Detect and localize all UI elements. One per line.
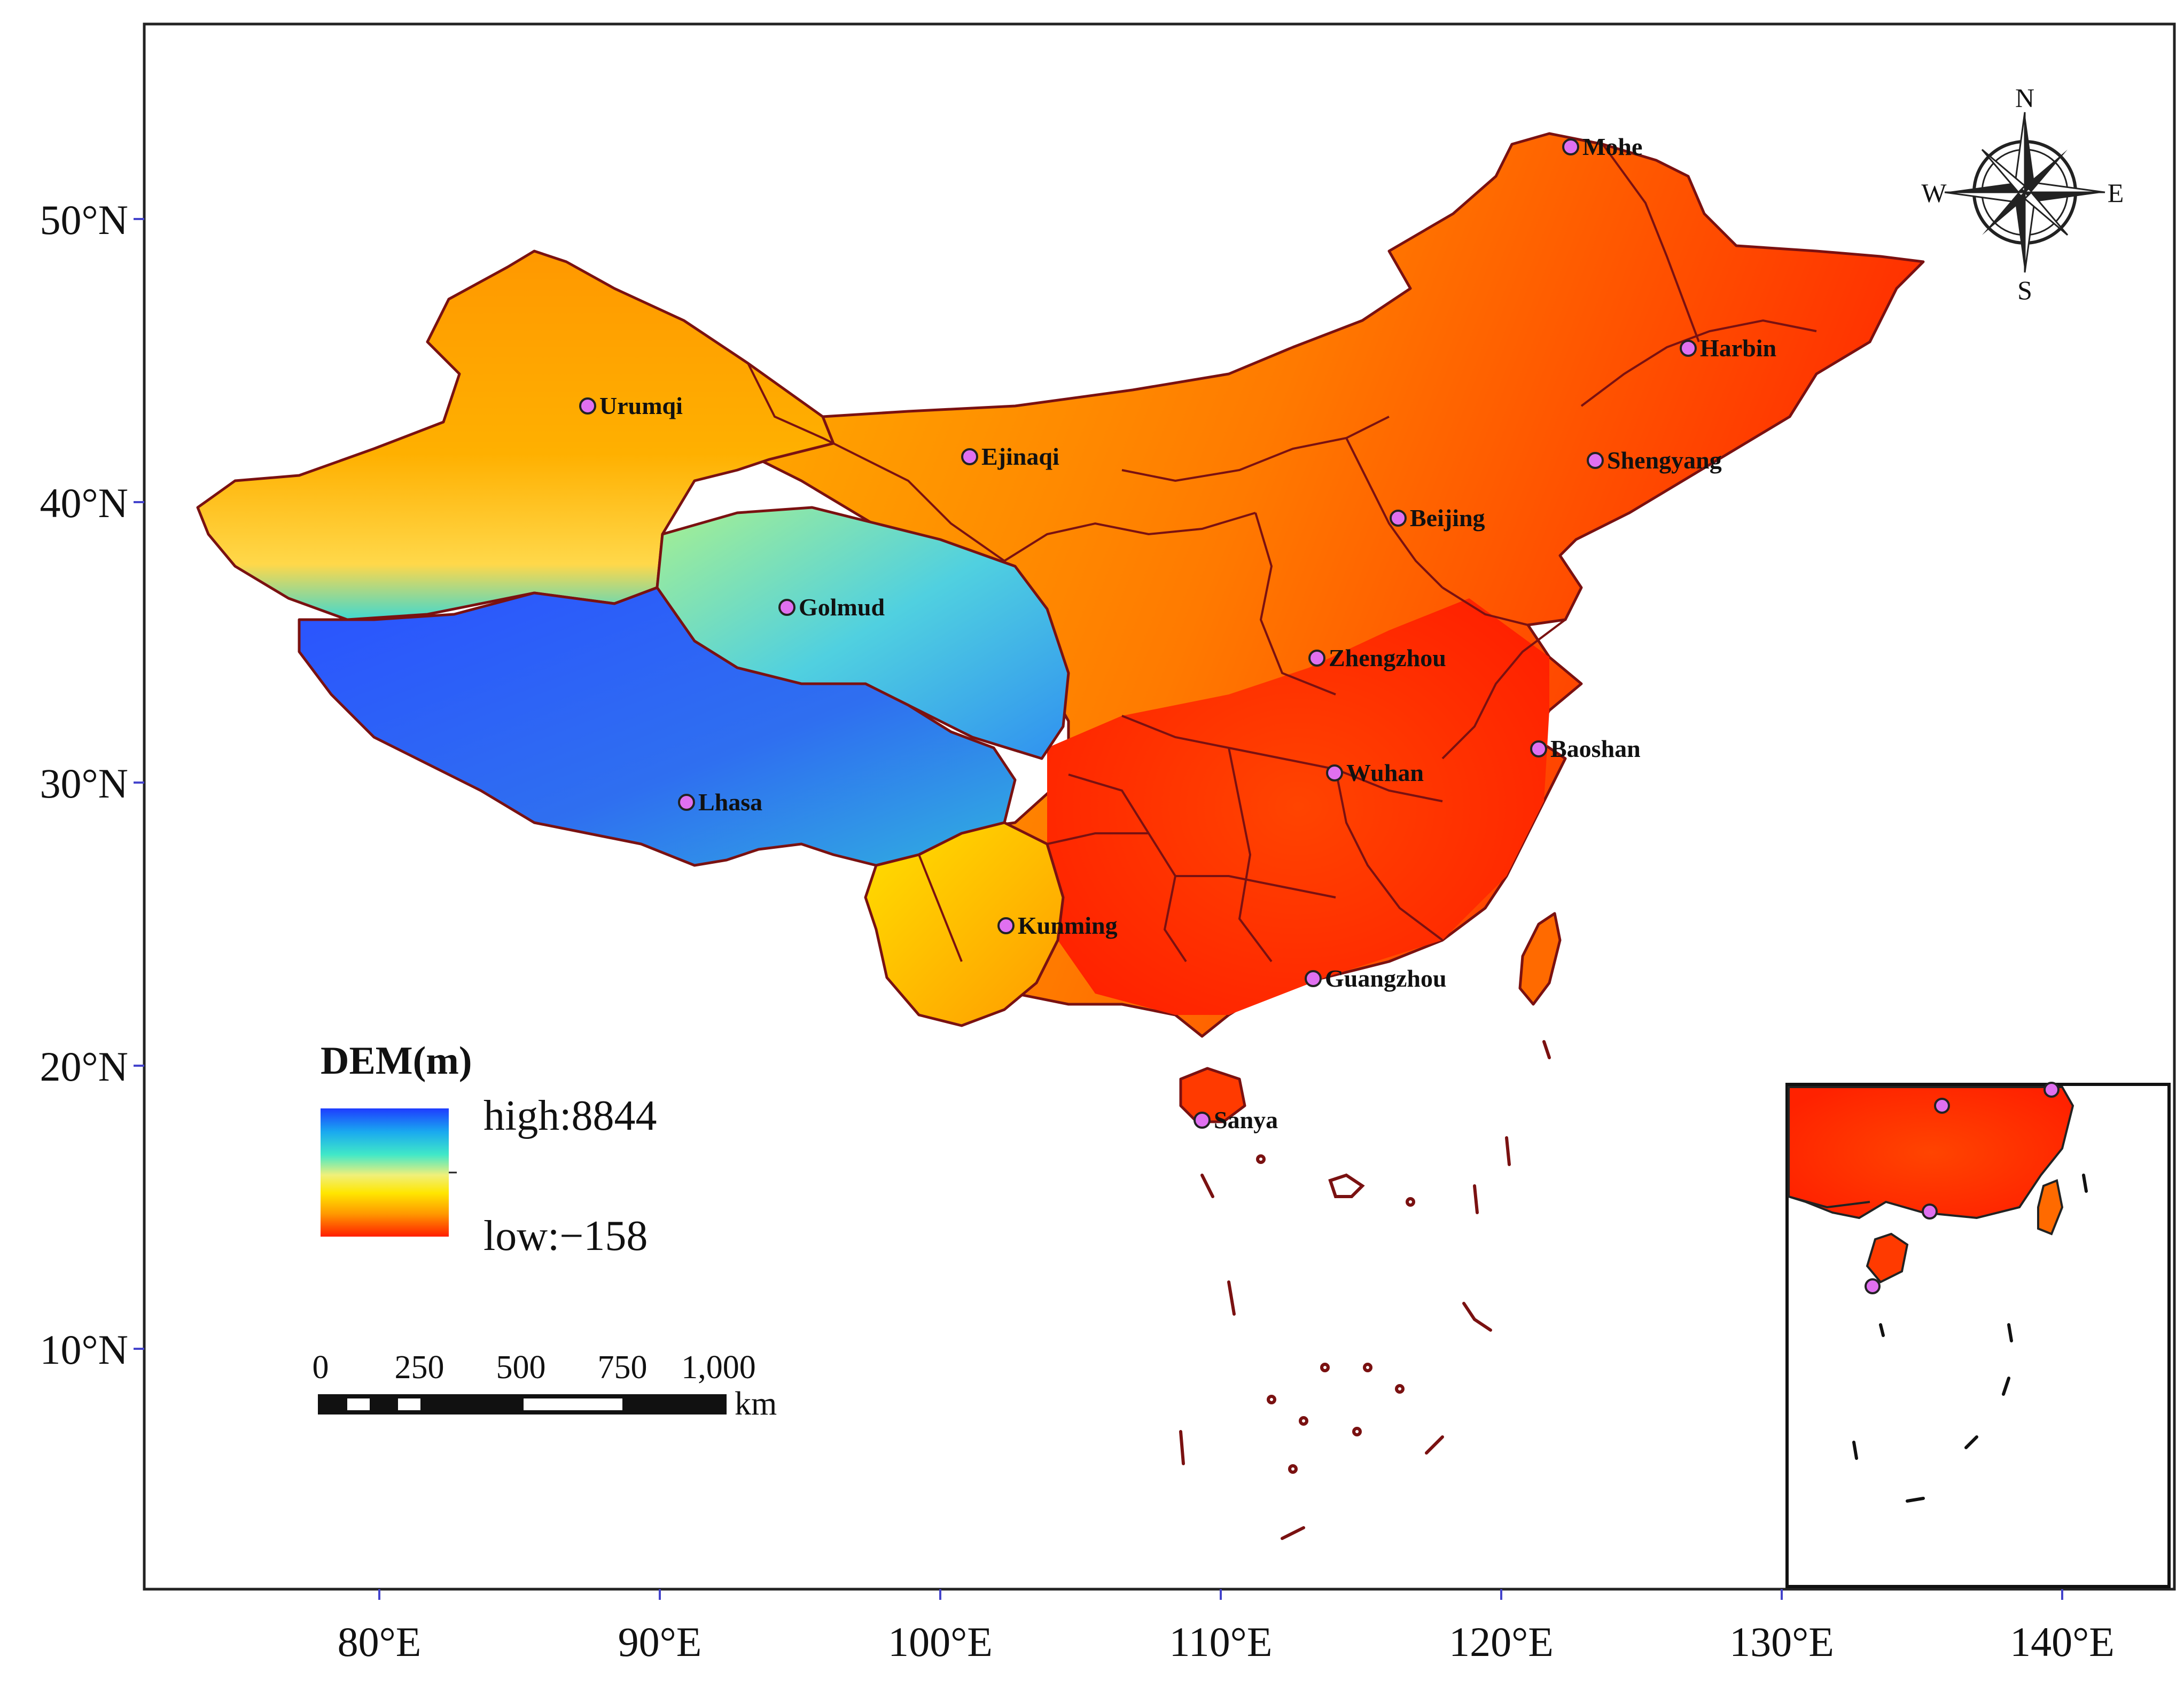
city-golmud[interactable]: Golmud (778, 593, 885, 621)
compass-needle-icon (2025, 112, 2034, 192)
city-kunming[interactable]: Kunming (997, 912, 1118, 939)
compass-rose: N S E W (1921, 83, 2124, 305)
scale-label-1000: 1,000 (681, 1349, 756, 1386)
region-xinjiang (196, 249, 835, 621)
city-label: Mohe (1582, 133, 1642, 160)
province-boundaries (662, 143, 1817, 963)
region-yunnan (864, 821, 1065, 1027)
scale-label-0: 0 (313, 1349, 329, 1386)
lon-label: 100°E (888, 1619, 993, 1665)
legend-title: DEM(m) (321, 1039, 472, 1083)
lon-label: 130°E (1729, 1619, 1834, 1665)
city-label: Shengyang (1607, 447, 1722, 474)
scale-label-750: 750 (598, 1349, 648, 1386)
scale-label-250: 250 (395, 1349, 444, 1386)
city-lhasa[interactable]: Lhasa (678, 788, 762, 816)
lon-label: 140°E (2010, 1619, 2115, 1665)
city-guangzhou[interactable]: Guangzhou (1305, 965, 1447, 992)
compass-n: N (2015, 83, 2034, 113)
dem-legend: DEM(m) high:8844 low:−158 (321, 1039, 657, 1260)
legend-color-ramp (321, 1108, 449, 1237)
scale-unit: km (735, 1386, 777, 1422)
city-wuhan[interactable]: Wuhan (1326, 759, 1424, 786)
city-markers: Mohe Harbin Urumqi Shengyang Ejinaqi Bei… (579, 133, 1776, 1134)
city-beijing[interactable]: Beijing (1390, 504, 1485, 532)
city-label: Baoshan (1550, 735, 1641, 762)
city-mohe[interactable]: Mohe (1562, 133, 1642, 160)
legend-high-label: high:8844 (483, 1092, 657, 1139)
lon-label: 90°E (618, 1619, 702, 1665)
city-ejinaqi[interactable]: Ejinaqi (961, 443, 1059, 470)
terrain-regions (196, 132, 1925, 1123)
lat-label: 20°N (40, 1043, 128, 1090)
city-label: Kunming (1018, 912, 1118, 939)
inset-map (1785, 1082, 2171, 1588)
city-label: Guangzhou (1325, 965, 1447, 992)
compass-w: W (1921, 178, 1947, 208)
region-taiwan (1518, 912, 1562, 1006)
city-label: Urumqi (599, 392, 683, 419)
lon-label: 80°E (338, 1619, 422, 1665)
city-label: Ejinaqi (981, 443, 1059, 470)
city-harbin[interactable]: Harbin (1680, 334, 1776, 362)
lon-label: 120°E (1449, 1619, 1554, 1665)
city-label: Golmud (799, 593, 885, 621)
scale-label-500: 500 (496, 1349, 546, 1386)
city-label: Zhengzhou (1329, 644, 1446, 671)
lat-label: 10°N (40, 1326, 128, 1373)
city-shengyang[interactable]: Shengyang (1587, 447, 1722, 474)
compass-e: E (2108, 178, 2124, 208)
city-urumqi[interactable]: Urumqi (579, 392, 683, 419)
city-label: Harbin (1700, 334, 1776, 362)
city-label: Wuhan (1346, 759, 1424, 786)
lon-label: 110°E (1169, 1619, 1273, 1665)
south-china-sea-islands (1179, 1040, 1551, 1540)
city-zhengzhou[interactable]: Zhengzhou (1308, 644, 1446, 671)
legend-low-label: low:−158 (483, 1213, 648, 1260)
scale-bar: 0 250 500 750 1,000 km (313, 1349, 777, 1422)
city-sanya[interactable]: Sanya (1194, 1106, 1278, 1134)
region-hainan (1179, 1067, 1246, 1123)
city-label: Beijing (1410, 504, 1485, 532)
region-south-china (1047, 598, 1549, 1015)
city-label: Lhasa (698, 788, 762, 816)
lat-label: 50°N (40, 197, 128, 243)
lat-label: 40°N (40, 480, 128, 526)
city-label: Sanya (1214, 1106, 1278, 1134)
latitude-axis: 50°N 40°N 30°N 20°N 10°N (40, 197, 144, 1373)
compass-s: S (2017, 275, 2032, 305)
longitude-axis: 80°E 90°E 100°E 110°E 120°E 130°E 140°E (338, 1589, 2115, 1665)
city-baoshan[interactable]: Baoshan (1530, 735, 1641, 762)
lat-label: 30°N (40, 760, 128, 807)
